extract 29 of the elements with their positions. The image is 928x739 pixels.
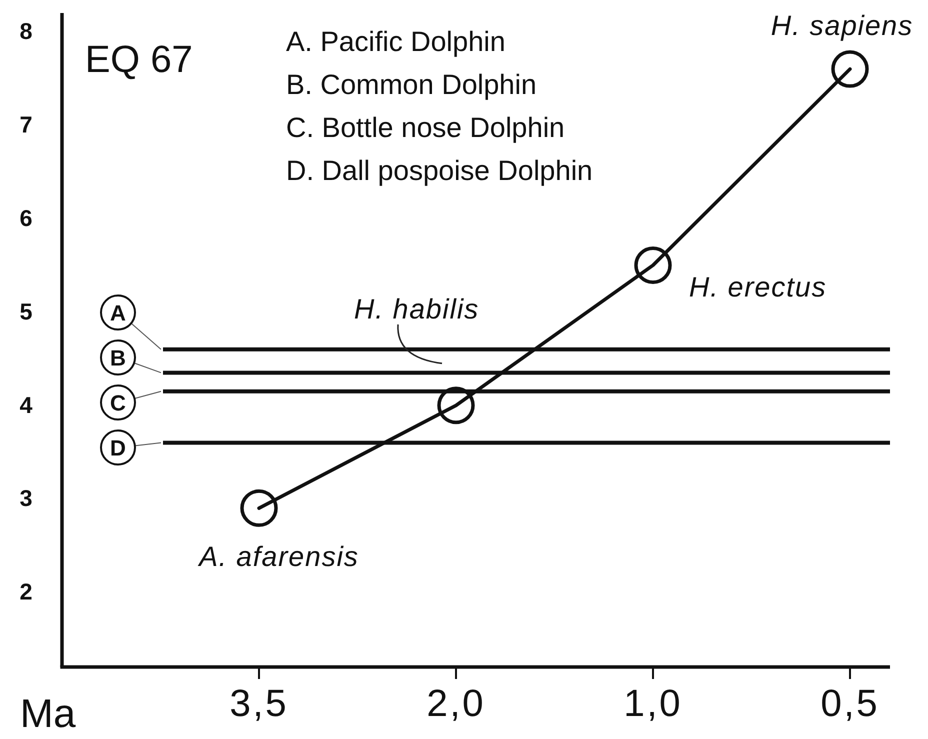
x-tick-label: 1,0: [624, 682, 682, 725]
point: [634, 246, 672, 284]
x-tick-label: 0,5: [820, 682, 880, 725]
x-tick-label: 2,0: [426, 682, 486, 725]
annotation: B. Common Dolphin: [286, 69, 537, 100]
annotation: H. sapiens: [770, 10, 914, 42]
y-tick-label: 2: [20, 578, 32, 605]
ref-line-label: B: [110, 345, 126, 370]
ref-line-label: D: [110, 435, 126, 460]
annotation: H. erectus: [689, 271, 827, 302]
annotation: C. Bottle nose Dolphin: [286, 112, 565, 143]
text: EQ 67: [85, 39, 193, 81]
annotation: H. habilis: [354, 293, 480, 324]
y-tick-label: 8: [20, 18, 33, 44]
y-tick-label: 3: [20, 485, 32, 512]
point: [831, 50, 869, 88]
y-tick-label: 5: [20, 298, 33, 324]
ref-line-label: C: [110, 390, 126, 416]
annotation: A. Pacific Dolphin: [286, 26, 506, 57]
annotation: D. Dall pospoise Dolphin: [286, 155, 593, 186]
x-tick-label: 3,5: [230, 682, 288, 725]
x-axis-title: Ma: [20, 692, 76, 736]
point: [240, 489, 278, 527]
y-tick-label: 6: [20, 204, 32, 231]
ref-line-label: A: [110, 300, 126, 326]
y-tick-label: 7: [20, 111, 32, 138]
y-tick-label: 4: [20, 392, 33, 418]
annotation: A. afarensis: [197, 541, 359, 572]
point: [437, 386, 475, 424]
